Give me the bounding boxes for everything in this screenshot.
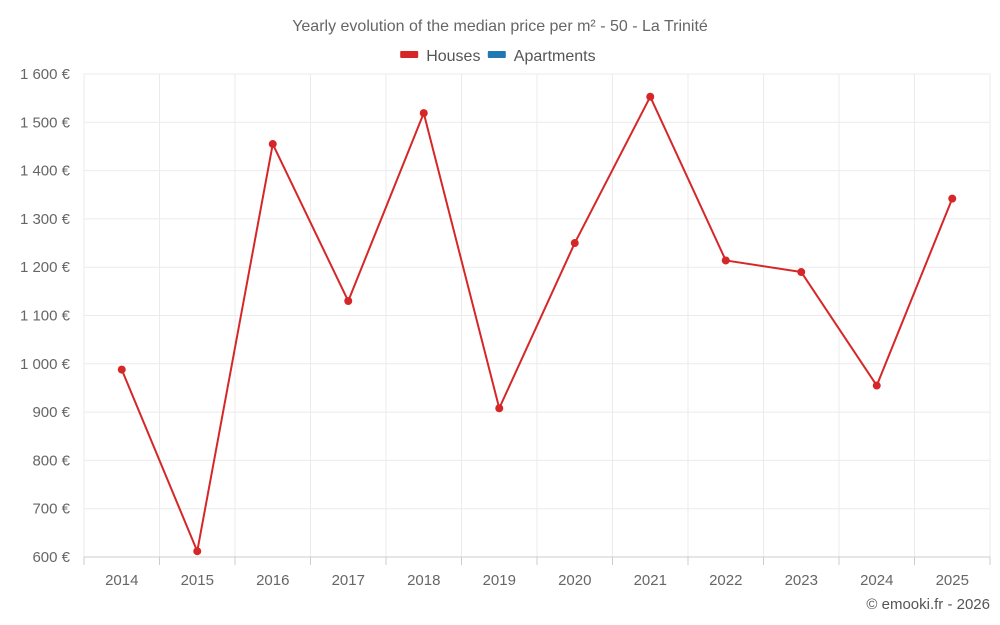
data-point bbox=[344, 297, 353, 306]
data-point bbox=[117, 365, 126, 374]
legend: Houses Apartments bbox=[400, 48, 596, 65]
x-tick-label: 2024 bbox=[860, 572, 893, 589]
axes: 600 € 700 € 800 € 900 € 1 000 € 1 100 € 1 200 … bbox=[20, 66, 991, 589]
x-tick-label: 2014 bbox=[105, 572, 138, 589]
series-line-houses bbox=[120, 95, 954, 553]
x-tick-label: 2017 bbox=[332, 572, 365, 589]
y-tick-label: 800 € bbox=[32, 452, 70, 469]
legend-swatch-apartments bbox=[487, 51, 506, 58]
data-point bbox=[872, 381, 881, 390]
x-tick-label: 2025 bbox=[936, 572, 969, 589]
data-point bbox=[495, 404, 504, 413]
data-point bbox=[646, 92, 655, 101]
y-tick-label: 1 000 € bbox=[20, 356, 71, 373]
x-tick-label: 2023 bbox=[785, 572, 818, 589]
x-tick-label: 2018 bbox=[407, 572, 440, 589]
y-tick-label: 600 € bbox=[32, 549, 70, 566]
y-tick-label: 1 100 € bbox=[20, 308, 71, 325]
x-tick-label: 2015 bbox=[181, 572, 214, 589]
x-tick-label: 2022 bbox=[709, 572, 742, 589]
y-tick-label: 1 400 € bbox=[20, 163, 71, 180]
x-tick-label: 2021 bbox=[634, 572, 667, 589]
x-tick-label: 2016 bbox=[256, 572, 289, 589]
grid-lines bbox=[83, 73, 991, 557]
legend-label-houses: Houses bbox=[426, 48, 480, 65]
y-tick-label: 1 300 € bbox=[20, 211, 71, 228]
data-point bbox=[948, 194, 957, 203]
legend-swatch-houses bbox=[400, 51, 419, 58]
data-point bbox=[570, 239, 579, 248]
legend-label-apartments: Apartments bbox=[514, 48, 596, 65]
y-tick-label: 1 500 € bbox=[20, 114, 71, 131]
y-tick-label: 900 € bbox=[32, 404, 70, 421]
data-point bbox=[419, 109, 428, 118]
data-point bbox=[721, 256, 730, 265]
y-tick-label: 700 € bbox=[32, 501, 70, 518]
data-point bbox=[268, 140, 277, 149]
x-tick-label: 2020 bbox=[558, 572, 591, 589]
credit-text: © emooki.fr - 2026 bbox=[866, 596, 990, 613]
data-point bbox=[193, 547, 202, 556]
y-tick-label: 1 600 € bbox=[20, 66, 71, 83]
chart-title: Yearly evolution of the median price per… bbox=[292, 18, 708, 35]
series-layer bbox=[117, 92, 957, 556]
y-tick-label: 1 200 € bbox=[20, 259, 71, 276]
data-point bbox=[797, 268, 806, 277]
x-tick-label: 2019 bbox=[483, 572, 516, 589]
